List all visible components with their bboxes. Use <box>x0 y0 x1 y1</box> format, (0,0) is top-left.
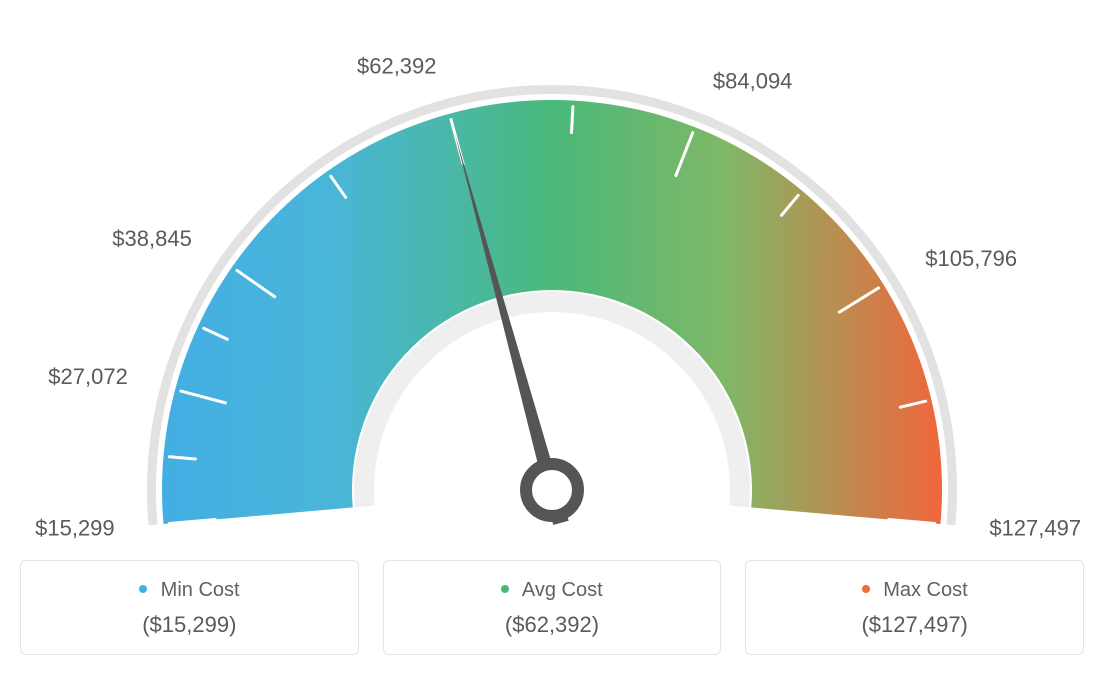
gauge-tick-label: $15,299 <box>35 515 115 540</box>
legend-card-max: Max Cost ($127,497) <box>745 560 1084 655</box>
gauge-area: $15,299 $27,072 $38,845 $62,392 $84,094 $105,… <box>20 20 1084 540</box>
gauge-tick-label: $105,796 <box>925 246 1017 271</box>
legend-title-avg: Avg Cost <box>384 579 721 602</box>
legend-row: Min Cost ($15,299) Avg Cost ($62,392) Ma… <box>20 560 1084 655</box>
legend-title-text: Min Cost <box>161 579 240 601</box>
legend-card-avg: Avg Cost ($62,392) <box>383 560 722 655</box>
legend-value-min: ($15,299) <box>21 612 358 638</box>
gauge-needle-hub <box>526 464 578 516</box>
legend-dot-max <box>862 585 870 593</box>
legend-card-min: Min Cost ($15,299) <box>20 560 359 655</box>
gauge-tick-label: $127,497 <box>989 515 1081 540</box>
cost-gauge-chart: $15,299 $27,072 $38,845 $62,392 $84,094 $105,… <box>20 20 1084 655</box>
gauge-tick-label: $62,392 <box>357 53 437 78</box>
gauge-tick-label: $84,094 <box>713 69 793 94</box>
gauge-tick-label: $27,072 <box>48 364 128 389</box>
legend-value-max: ($127,497) <box>746 612 1083 638</box>
legend-title-text: Avg Cost <box>522 579 603 601</box>
legend-dot-min <box>139 585 147 593</box>
gauge-tick-label: $38,845 <box>112 226 192 251</box>
legend-value-avg: ($62,392) <box>384 612 721 638</box>
legend-title-text: Max Cost <box>883 579 967 601</box>
legend-dot-avg <box>501 585 509 593</box>
gauge-svg: $15,299 $27,072 $38,845 $62,392 $84,094 $105,… <box>20 20 1084 540</box>
legend-title-min: Min Cost <box>21 579 358 602</box>
legend-title-max: Max Cost <box>746 579 1083 602</box>
